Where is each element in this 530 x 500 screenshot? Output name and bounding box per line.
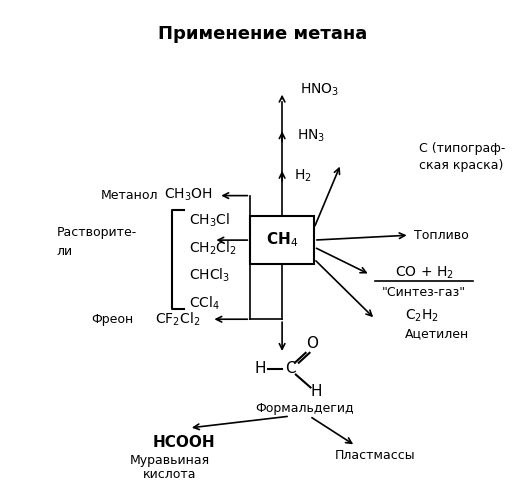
- Text: C: C: [285, 361, 295, 376]
- Text: H: H: [255, 361, 266, 376]
- Text: H$_2$: H$_2$: [294, 168, 312, 184]
- Text: Формальдегид: Формальдегид: [255, 402, 354, 414]
- Text: CH$_4$: CH$_4$: [266, 231, 298, 250]
- Text: Ацетилен: Ацетилен: [404, 328, 469, 340]
- Text: CH$_3$Cl: CH$_3$Cl: [189, 212, 230, 229]
- Text: Метанол: Метанол: [101, 189, 158, 202]
- Text: С (типограф-: С (типограф-: [419, 142, 506, 154]
- Text: O: O: [306, 336, 319, 351]
- Text: ская краска): ская краска): [419, 160, 504, 172]
- Text: Применение метана: Применение метана: [158, 24, 367, 42]
- Text: Растворите-: Растворите-: [57, 226, 137, 238]
- Text: CCl$_4$: CCl$_4$: [189, 294, 220, 312]
- Text: кислота: кислота: [143, 468, 196, 481]
- Text: Фреон: Фреон: [91, 312, 133, 326]
- Text: НСООН: НСООН: [153, 436, 215, 450]
- Text: ли: ли: [57, 246, 73, 258]
- Text: HNO$_3$: HNO$_3$: [300, 82, 339, 98]
- Text: CHCl$_3$: CHCl$_3$: [189, 267, 230, 284]
- Bar: [250, 216, 314, 264]
- Text: CH$_2$Cl$_2$: CH$_2$Cl$_2$: [189, 240, 237, 256]
- Text: H: H: [311, 384, 322, 399]
- Text: Топливо: Топливо: [414, 228, 469, 241]
- Text: CH$_3$OH: CH$_3$OH: [164, 186, 213, 203]
- Text: HN$_3$: HN$_3$: [297, 128, 325, 144]
- Text: C$_2$H$_2$: C$_2$H$_2$: [404, 308, 439, 324]
- Text: CF$_2$Cl$_2$: CF$_2$Cl$_2$: [155, 310, 200, 328]
- Text: CO + H$_2$: CO + H$_2$: [395, 264, 454, 281]
- Text: Пластмассы: Пластмассы: [335, 449, 416, 462]
- Text: Муравьиная: Муравьиная: [129, 454, 209, 467]
- Text: "Синтез-газ": "Синтез-газ": [382, 286, 466, 299]
